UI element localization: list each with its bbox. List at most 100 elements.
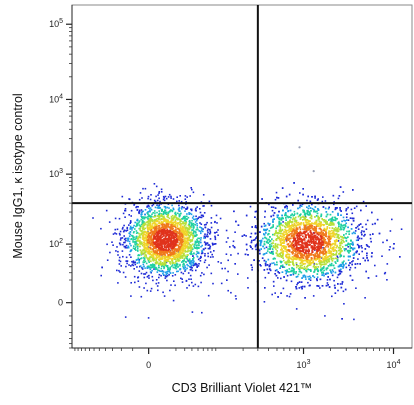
event-point: [183, 254, 185, 257]
event-point: [155, 258, 158, 261]
event-point: [366, 245, 369, 247]
event-point: [206, 221, 208, 224]
event-point: [348, 264, 350, 267]
event-point: [365, 244, 368, 246]
event-point: [140, 209, 143, 211]
event-point: [163, 220, 165, 223]
event-point: [183, 236, 185, 239]
event-point: [149, 228, 152, 231]
event-point: [178, 243, 181, 245]
event-point: [143, 216, 146, 218]
event-point: [339, 209, 341, 211]
event-point: [274, 243, 277, 245]
event-point: [286, 223, 288, 225]
event-point: [333, 201, 335, 203]
event-point: [179, 222, 182, 225]
event-point: [352, 248, 354, 251]
event-point: [164, 275, 167, 277]
event-point: [180, 238, 183, 240]
event-point: [326, 256, 328, 259]
event-point: [183, 224, 186, 227]
event-point: [202, 228, 204, 230]
event-point: [230, 291, 232, 294]
event-point: [275, 238, 278, 240]
event-point: [323, 258, 325, 260]
event-point: [251, 269, 253, 271]
event-point: [205, 235, 207, 237]
event-point: [263, 301, 266, 303]
event-point: [374, 264, 376, 267]
event-point: [183, 268, 185, 270]
event-point: [128, 264, 130, 266]
event-point: [183, 217, 186, 220]
event-point: [207, 294, 210, 297]
event-point: [166, 206, 169, 209]
event-point: [330, 237, 332, 240]
event-point: [150, 264, 152, 266]
event-point: [300, 253, 303, 255]
event-point: [332, 222, 335, 225]
event-point: [302, 193, 304, 196]
event-point: [293, 182, 295, 184]
event-point: [144, 233, 146, 236]
event-point: [251, 239, 253, 242]
event-point: [142, 261, 144, 263]
event-point: [262, 253, 265, 256]
event-point: [298, 281, 301, 283]
event-point: [302, 267, 305, 270]
event-point: [199, 239, 202, 241]
event-point: [154, 219, 156, 221]
event-point: [383, 272, 386, 275]
event-point: [143, 239, 145, 242]
event-point: [286, 226, 289, 228]
event-point: [142, 187, 144, 190]
event-point: [305, 219, 307, 222]
event-point: [359, 223, 362, 225]
event-point: [138, 220, 141, 222]
event-point: [188, 226, 191, 229]
event-point: [201, 272, 203, 274]
event-point: [366, 219, 369, 222]
event-point: [324, 234, 326, 237]
event-point: [312, 275, 314, 277]
event-point: [286, 222, 289, 225]
event-point: [151, 275, 154, 278]
event-point: [158, 273, 161, 276]
event-point: [263, 229, 266, 231]
event-point: [149, 215, 151, 218]
event-point: [326, 244, 329, 246]
event-point: [274, 207, 277, 209]
event-point: [335, 232, 338, 235]
event-point: [343, 234, 345, 236]
event-point: [147, 257, 149, 260]
event-point: [349, 266, 352, 269]
event-point: [332, 194, 335, 197]
event-point: [286, 224, 289, 226]
event-point: [173, 250, 176, 252]
event-point: [192, 262, 195, 264]
event-point: [263, 240, 266, 243]
event-point: [329, 232, 332, 235]
event-point: [136, 222, 138, 224]
event-point: [151, 213, 153, 216]
event-point: [190, 213, 193, 216]
event-point: [140, 250, 143, 253]
event-point: [188, 239, 190, 242]
event-point: [339, 272, 342, 275]
event-point: [295, 225, 298, 227]
event-point: [345, 262, 347, 265]
event-point: [347, 259, 350, 261]
event-point: [297, 273, 300, 276]
event-point: [324, 207, 327, 210]
event-point: [295, 251, 297, 253]
event-point: [364, 259, 366, 262]
event-point: [322, 196, 324, 198]
event-point: [269, 263, 272, 265]
event-point: [170, 197, 172, 199]
event-point: [237, 252, 239, 255]
event-point: [229, 246, 231, 248]
event-point: [341, 220, 343, 223]
event-point: [171, 275, 174, 277]
event-point: [286, 237, 289, 239]
event-point: [245, 214, 248, 217]
